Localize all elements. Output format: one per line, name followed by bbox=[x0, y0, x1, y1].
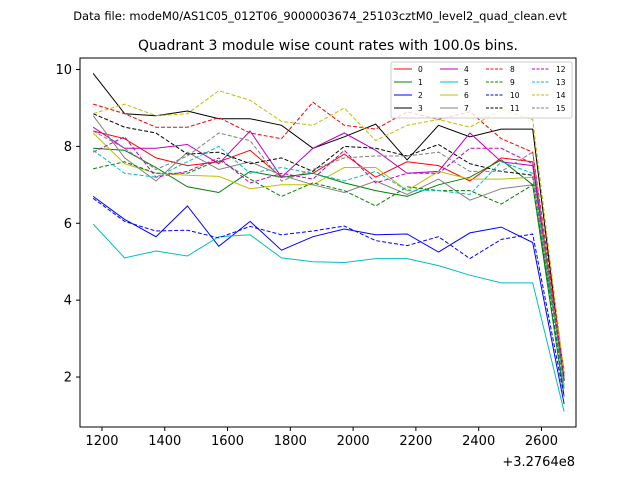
series-line-12 bbox=[92, 136, 565, 378]
x-tick-label: 1200 bbox=[85, 434, 118, 449]
series-line-14 bbox=[93, 90, 565, 374]
y-tick-label: 6 bbox=[64, 217, 72, 232]
series-line-13 bbox=[92, 145, 565, 385]
series-line-6 bbox=[92, 132, 565, 370]
y-tick-label: 2 bbox=[64, 371, 72, 386]
legend-label-2: 2 bbox=[418, 91, 423, 100]
legend-label-7: 7 bbox=[464, 104, 469, 113]
legend-label-14: 14 bbox=[556, 91, 566, 100]
legend-label-11: 11 bbox=[510, 104, 520, 113]
series-line-8 bbox=[93, 101, 565, 374]
series-line-0 bbox=[93, 130, 565, 378]
legend-label-6: 6 bbox=[464, 91, 469, 100]
x-offset-label: +3.2764e8 bbox=[502, 455, 575, 470]
x-tick-label: 2400 bbox=[462, 434, 495, 449]
legend-label-8: 8 bbox=[510, 65, 515, 74]
series-line-10 bbox=[92, 197, 565, 397]
x-tick-label: 2600 bbox=[525, 434, 558, 449]
series-line-9 bbox=[93, 159, 565, 389]
legend-label-9: 9 bbox=[510, 78, 515, 87]
chart-suptitle: Data file: modeM0/AS1C05_012T06_90000036… bbox=[73, 9, 567, 23]
x-tick-label: 1600 bbox=[211, 434, 244, 449]
legend-label-10: 10 bbox=[510, 91, 520, 100]
series-line-5 bbox=[92, 223, 565, 412]
x-tick-label: 2000 bbox=[337, 434, 370, 449]
series-line-3 bbox=[92, 73, 565, 381]
x-tick-label: 1400 bbox=[148, 434, 181, 449]
legend-box bbox=[390, 61, 573, 119]
legend-label-13: 13 bbox=[556, 78, 566, 87]
series-line-11 bbox=[93, 113, 565, 381]
y-tick-label: 10 bbox=[55, 63, 72, 78]
plot-area bbox=[79, 57, 577, 428]
legend-label-5: 5 bbox=[464, 78, 469, 87]
y-tick-label: 4 bbox=[64, 294, 72, 309]
series-line-4 bbox=[92, 126, 565, 381]
legend-label-3: 3 bbox=[418, 104, 423, 113]
chart-title: Quadrant 3 module wise count rates with … bbox=[138, 38, 518, 54]
y-axis: 2 4 6 8 10 bbox=[55, 63, 80, 386]
axes-frame bbox=[79, 57, 577, 428]
series-line-15 bbox=[92, 130, 565, 389]
x-tick-label: 2200 bbox=[399, 434, 432, 449]
legend-label-1: 1 bbox=[418, 78, 423, 87]
legend-label-4: 4 bbox=[464, 65, 469, 74]
y-tick-label: 8 bbox=[64, 140, 72, 155]
series-line-7 bbox=[92, 115, 565, 378]
legend-label-12: 12 bbox=[556, 65, 566, 74]
x-axis: 1200 1400 1600 1800 2000 2200 2400 2600 bbox=[85, 427, 558, 449]
series-line-1 bbox=[93, 147, 565, 397]
series-line-2 bbox=[92, 195, 565, 404]
legend-label-15: 15 bbox=[556, 104, 566, 113]
legend-label-0: 0 bbox=[418, 65, 423, 74]
x-tick-label: 1800 bbox=[274, 434, 307, 449]
